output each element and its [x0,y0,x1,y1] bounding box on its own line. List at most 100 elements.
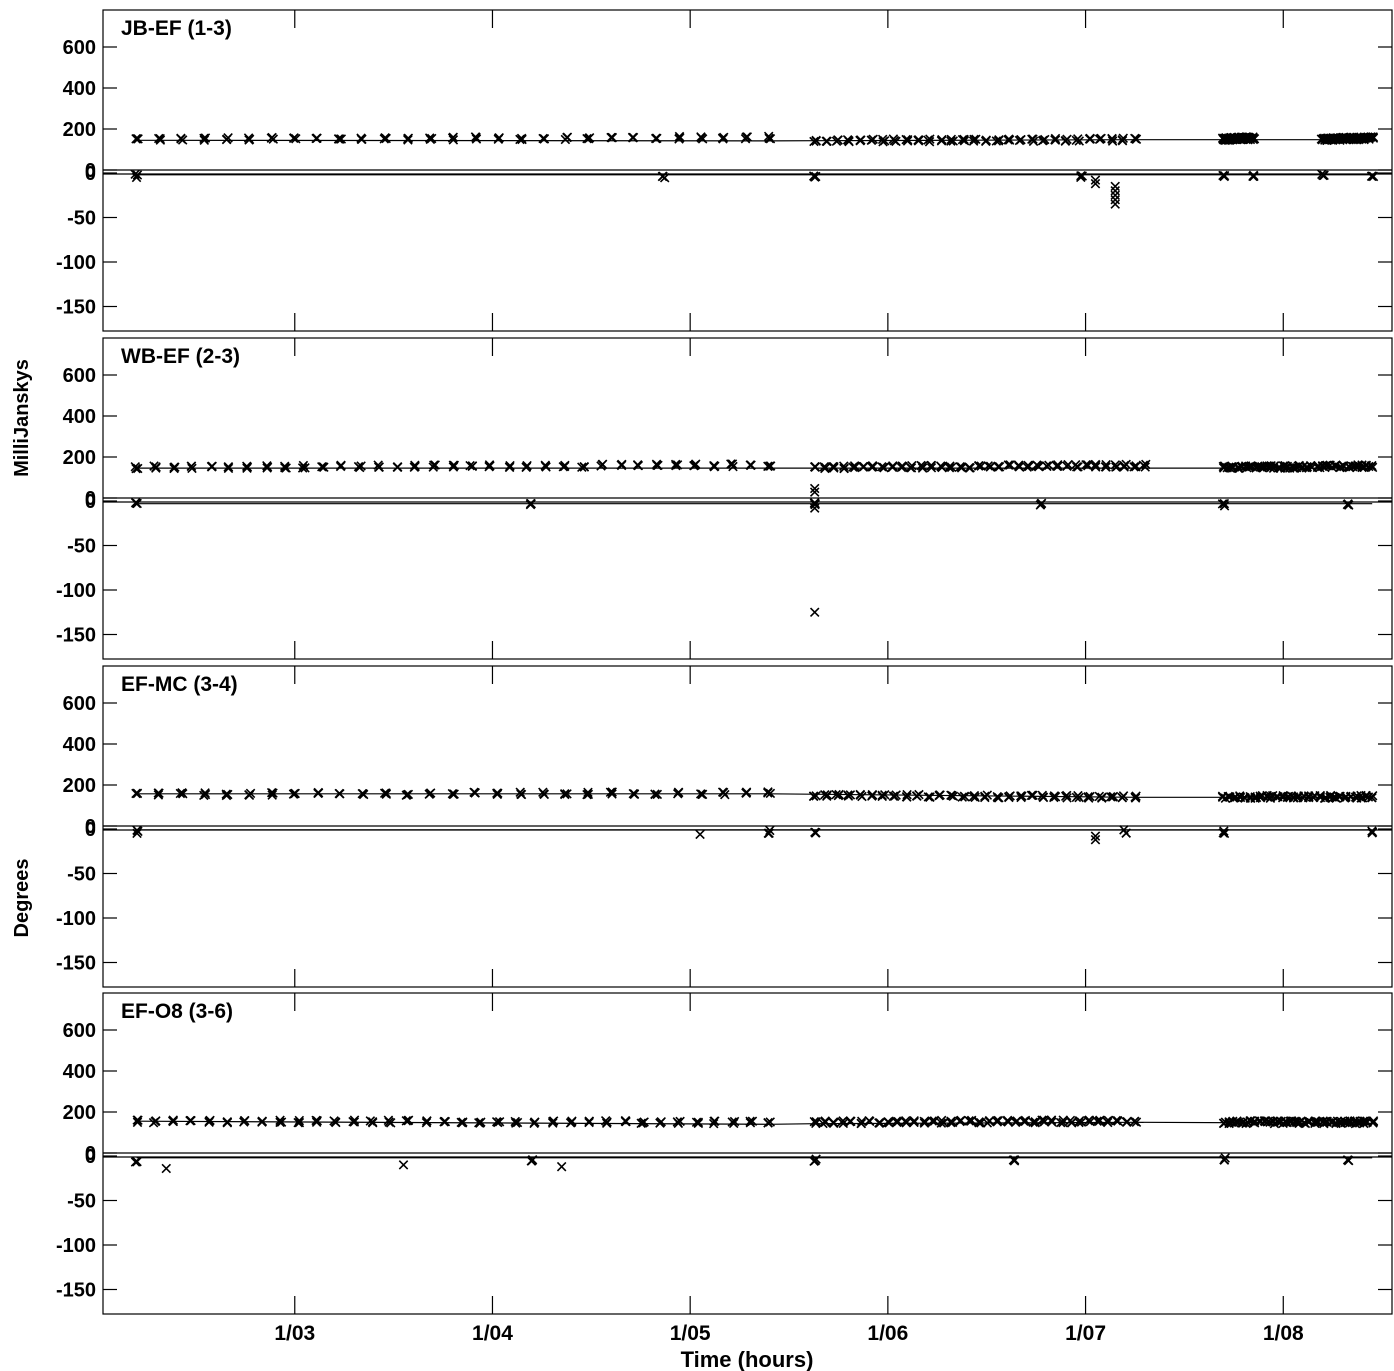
amplitude-point [838,461,849,471]
amplitude-point [1003,460,1014,470]
amplitude-point [745,1116,755,1127]
amplitude-point [616,460,627,470]
amplitude-point [221,790,232,801]
amplitude-point [1272,1116,1283,1126]
amplitude-point [470,132,481,142]
y-tick-label: -100 [56,908,96,930]
amplitude-point [879,135,890,146]
amplitude-point [981,136,991,147]
amplitude-point [965,1116,976,1127]
amplitude-point [632,460,643,471]
amplitude-point [1028,134,1038,144]
amplitude-point [923,792,934,802]
y-tick-label: -100 [56,580,96,602]
amplitude-point [867,460,878,471]
amplitude-point [765,134,776,144]
amplitude-point [900,1116,911,1126]
amplitude-point [957,134,968,145]
amplitude-point [1105,792,1116,802]
amplitude-point [956,1115,966,1126]
amplitude-point [130,461,141,472]
amplitude-point [809,1116,820,1127]
amplitude-point [199,133,209,144]
amplitude-point [1038,135,1049,145]
amplitude-point [993,1115,1004,1126]
x-tick-label: 1/08 [1263,1322,1304,1345]
amplitude-point [560,789,570,800]
panel-label: EF-O8 (3-6) [121,1000,233,1023]
phase-point [1110,190,1120,201]
phase-point [556,1161,567,1172]
amplitude-point [1131,134,1141,144]
amplitude-point [288,133,299,144]
phase-point [161,1163,172,1174]
amplitude-point [811,1116,821,1127]
amplitude-point [1052,461,1062,472]
amplitude-point [1085,134,1096,144]
amplitude-point [153,790,164,800]
amplitude-point [267,790,277,800]
y-tick-label: 0 [85,488,96,510]
amplitude-point [424,789,435,799]
amplitude-point [936,135,947,145]
amplitude-point [673,1118,684,1129]
phase-point [1219,501,1230,511]
amplitude-point [512,1117,523,1128]
amplitude-point [901,792,912,802]
phase-point [131,498,141,509]
amplitude-point [955,461,965,472]
amplitude-point [357,134,367,145]
amplitude-point [843,135,854,146]
amplitude-point [425,134,436,145]
amplitude-point [708,1118,719,1129]
amplitude-point [1081,459,1091,470]
amplitude-point [167,1116,178,1126]
amplitude-point [874,1118,884,1128]
amplitude-point [1005,791,1015,801]
amplitude-point [584,1117,594,1128]
amplitude-point [1016,791,1026,801]
amplitude-point [484,461,494,472]
phase-point [764,828,774,838]
amplitude-point [516,789,526,800]
phase-point [1219,826,1229,836]
amplitude-point [1368,133,1379,143]
amplitude-point [878,462,889,473]
amplitude-point [936,1118,947,1128]
amplitude-point [917,463,928,473]
amplitude-point [1028,790,1038,801]
amplitude-point [925,134,935,144]
amplitude-point [429,460,439,470]
y-tick-label: 200 [63,447,96,469]
amplitude-point [892,1117,902,1128]
phase-point [1219,171,1229,182]
x-tick-label: 1/03 [274,1322,315,1345]
y-tick-label: -50 [67,536,96,558]
amplitude-point [1038,792,1048,802]
phase-point [1368,171,1379,182]
x-tick-label: 1/05 [670,1322,711,1345]
amplitude-point [745,460,756,471]
amplitude-point [831,789,841,800]
amplitude-point [333,134,344,144]
amplitude-point [809,136,819,147]
amplitude-point [1083,793,1094,803]
phase-point [809,607,820,618]
amplitude-point [1113,1116,1123,1126]
phase-point [1249,171,1259,182]
amplitude-point [492,789,503,800]
amplitude-point [313,788,323,799]
amplitude-point [848,462,858,472]
phase-point [131,172,142,183]
amplitude-point [969,134,979,145]
amplitude-point [765,1117,775,1127]
amplitude-point [936,461,947,472]
amplitude-point [562,132,573,143]
amplitude-point [867,790,878,800]
amplitude-point [887,462,898,473]
amplitude-point [901,1117,912,1128]
amplitude-point [944,462,955,473]
phase-series [130,169,1379,209]
amplitude-point [1058,1117,1068,1128]
amplitude-point [845,1116,856,1126]
